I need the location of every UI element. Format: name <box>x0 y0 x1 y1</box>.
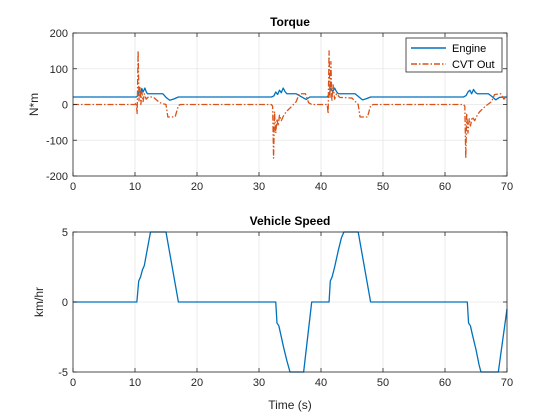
x-tick-label: 70 <box>501 377 513 389</box>
x-tick-label: 10 <box>129 181 141 193</box>
x-tick-label: 0 <box>70 377 76 389</box>
x-tick-label: 70 <box>501 181 513 193</box>
y-tick-label: -200 <box>46 171 68 183</box>
speed-ylabel: km/hr <box>32 287 46 317</box>
x-tick-label: 50 <box>377 377 389 389</box>
x-tick-label: 30 <box>253 181 265 193</box>
speed-ticks: 0 10 20 30 40 50 60 70-505 <box>58 227 513 389</box>
y-tick-label: 0 <box>62 100 68 112</box>
speed-xlabel: Time (s) <box>268 398 312 412</box>
speed-series-line-0 <box>73 231 508 373</box>
speed-series <box>73 231 508 373</box>
legend-label-engine: Engine <box>452 43 486 55</box>
y-tick-label: 5 <box>62 227 68 239</box>
speed-axes: 0 10 20 30 40 50 60 70-505 Vehicle Speed km/hr … <box>32 214 513 412</box>
torque-axes: 0 10 20 30 40 50 60 70 -200 -100 0 100 200 Torque N*… <box>27 15 513 193</box>
x-tick-label: 40 <box>315 181 327 193</box>
torque-ticks: 0 10 20 30 40 50 60 70 -200 -100 0 100 200 <box>46 28 513 193</box>
y-tick-label: -100 <box>46 135 68 147</box>
x-tick-label: 60 <box>439 377 451 389</box>
legend-label-cvt-out: CVT Out <box>452 59 495 71</box>
x-tick-label: 20 <box>191 181 203 193</box>
y-tick-label: 0 <box>62 297 68 309</box>
torque-series-line-engine <box>73 87 507 101</box>
legend-box <box>405 37 503 73</box>
torque-title: Torque <box>270 15 310 29</box>
x-tick-label: 10 <box>129 377 141 389</box>
torque-series <box>73 50 508 159</box>
x-tick-label: 30 <box>253 377 265 389</box>
x-tick-label: 60 <box>439 181 451 193</box>
speed-title: Vehicle Speed <box>250 214 331 228</box>
x-tick-label: 20 <box>191 377 203 389</box>
y-tick-label: -5 <box>58 367 68 379</box>
y-tick-label: 100 <box>50 64 68 76</box>
torque-legend: Engine CVT Out <box>405 37 503 73</box>
torque-series-line-cvt-out <box>73 50 508 159</box>
x-tick-label: 0 <box>70 181 76 193</box>
x-tick-label: 40 <box>315 377 327 389</box>
x-tick-label: 50 <box>377 181 389 193</box>
y-tick-label: 200 <box>50 28 68 40</box>
torque-ylabel: N*m <box>27 93 41 116</box>
